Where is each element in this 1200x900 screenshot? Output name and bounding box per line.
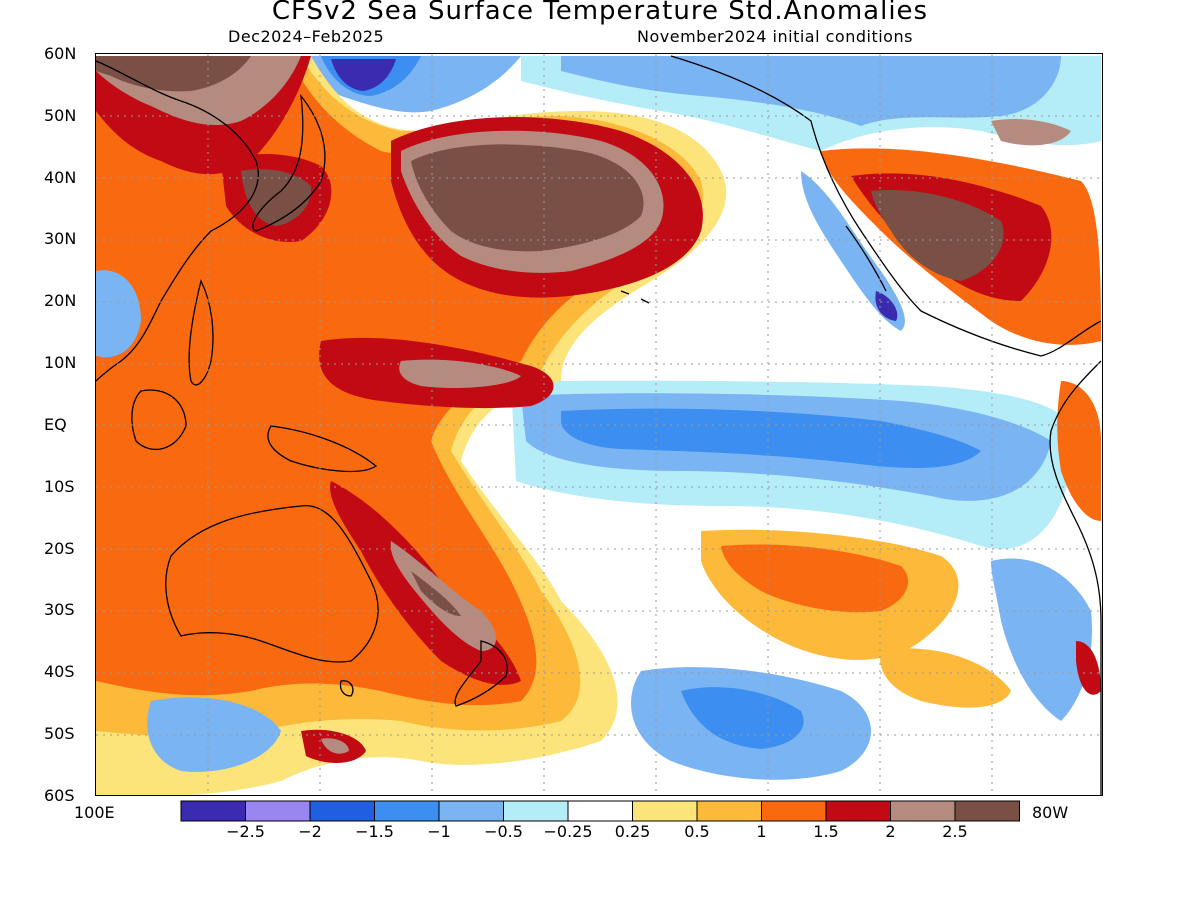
color-scale-label: 0.5: [684, 822, 710, 841]
lat-label-30s: 30S: [44, 600, 75, 619]
color-scale-cell: [890, 800, 956, 822]
color-scale-cell: [245, 800, 311, 822]
color-scale-cell: [954, 800, 1020, 822]
philippines: [188, 279, 214, 386]
new-zealand: [454, 640, 508, 707]
color-scale-label: −2: [298, 822, 322, 841]
color-scale-cell: [696, 800, 762, 822]
color-scale-cell: [374, 800, 440, 822]
lat-label-10s: 10S: [44, 477, 75, 496]
tasmania: [339, 680, 354, 697]
warm-northwest-pacific: [96, 56, 703, 298]
color-scale-label: 1: [756, 822, 767, 841]
color-scale-cell: [438, 800, 504, 822]
warm-south-central-pacific: [701, 529, 1011, 708]
color-scale-cell: [632, 800, 698, 822]
color-scale-label: −0.5: [484, 822, 523, 841]
lon-label-left: 100E: [74, 803, 115, 822]
lat-label-20n: 20N: [44, 291, 77, 310]
color-scale-label: −0.25: [543, 822, 593, 841]
grid-lines: [96, 54, 1102, 795]
japan: [252, 93, 326, 232]
initial-conditions: November2024 initial conditions: [637, 27, 913, 46]
cool-northeast-pacific: [301, 56, 1101, 331]
south-america: [1049, 360, 1102, 795]
color-scale-cell: [761, 800, 827, 822]
color-scale-label: 2: [885, 822, 896, 841]
hawaii: [620, 290, 650, 304]
color-scale-cell: [180, 800, 246, 822]
land-outlines: [96, 55, 1102, 795]
north-america: [670, 55, 1102, 357]
color-scale-label: −1.5: [355, 822, 394, 841]
color-scale-label: 0.25: [614, 822, 651, 841]
color-scale-cell: [503, 800, 569, 822]
lat-label-40s: 40S: [44, 662, 75, 681]
color-scale-cell: [825, 800, 891, 822]
lat-label-50n: 50N: [44, 106, 77, 125]
lat-label-40n: 40N: [44, 168, 77, 187]
australia: [165, 505, 379, 663]
asia-coast: [96, 60, 259, 382]
lat-label-20s: 20S: [44, 539, 75, 558]
color-scale-label: 2.5: [942, 822, 968, 841]
color-scale-label: −1: [427, 822, 451, 841]
color-scale-bar: [180, 800, 1020, 822]
map-title: CFSv2 Sea Surface Temperature Std.Anomal…: [271, 0, 929, 26]
lat-label-eq: EQ: [44, 415, 67, 434]
sst-anomaly-map: [95, 53, 1103, 796]
color-scale-cell: [309, 800, 375, 822]
borneo: [131, 389, 187, 450]
color-scale-label: 1.5: [813, 822, 839, 841]
lat-label-10n: 10N: [44, 353, 77, 372]
forecast-period: Dec2024–Feb2025: [228, 27, 385, 46]
color-scale-cell: [567, 800, 633, 822]
cool-equatorial-tongue: [511, 380, 1076, 550]
lat-label-30n: 30N: [44, 229, 77, 248]
gulf-of-california: [845, 225, 887, 292]
lat-label-50s: 50S: [44, 724, 75, 743]
new-guinea: [267, 425, 378, 473]
cool-southern-ocean: [147, 558, 1092, 780]
lat-label-60n: 60N: [44, 44, 77, 63]
lat-label-60s: 60S: [44, 786, 75, 805]
cool-bay-of-bengal: [96, 270, 141, 358]
color-scale-label: −2.5: [226, 822, 265, 841]
warm-east-pacific-americas: [821, 119, 1101, 695]
lon-label-right: 80W: [1032, 803, 1069, 822]
